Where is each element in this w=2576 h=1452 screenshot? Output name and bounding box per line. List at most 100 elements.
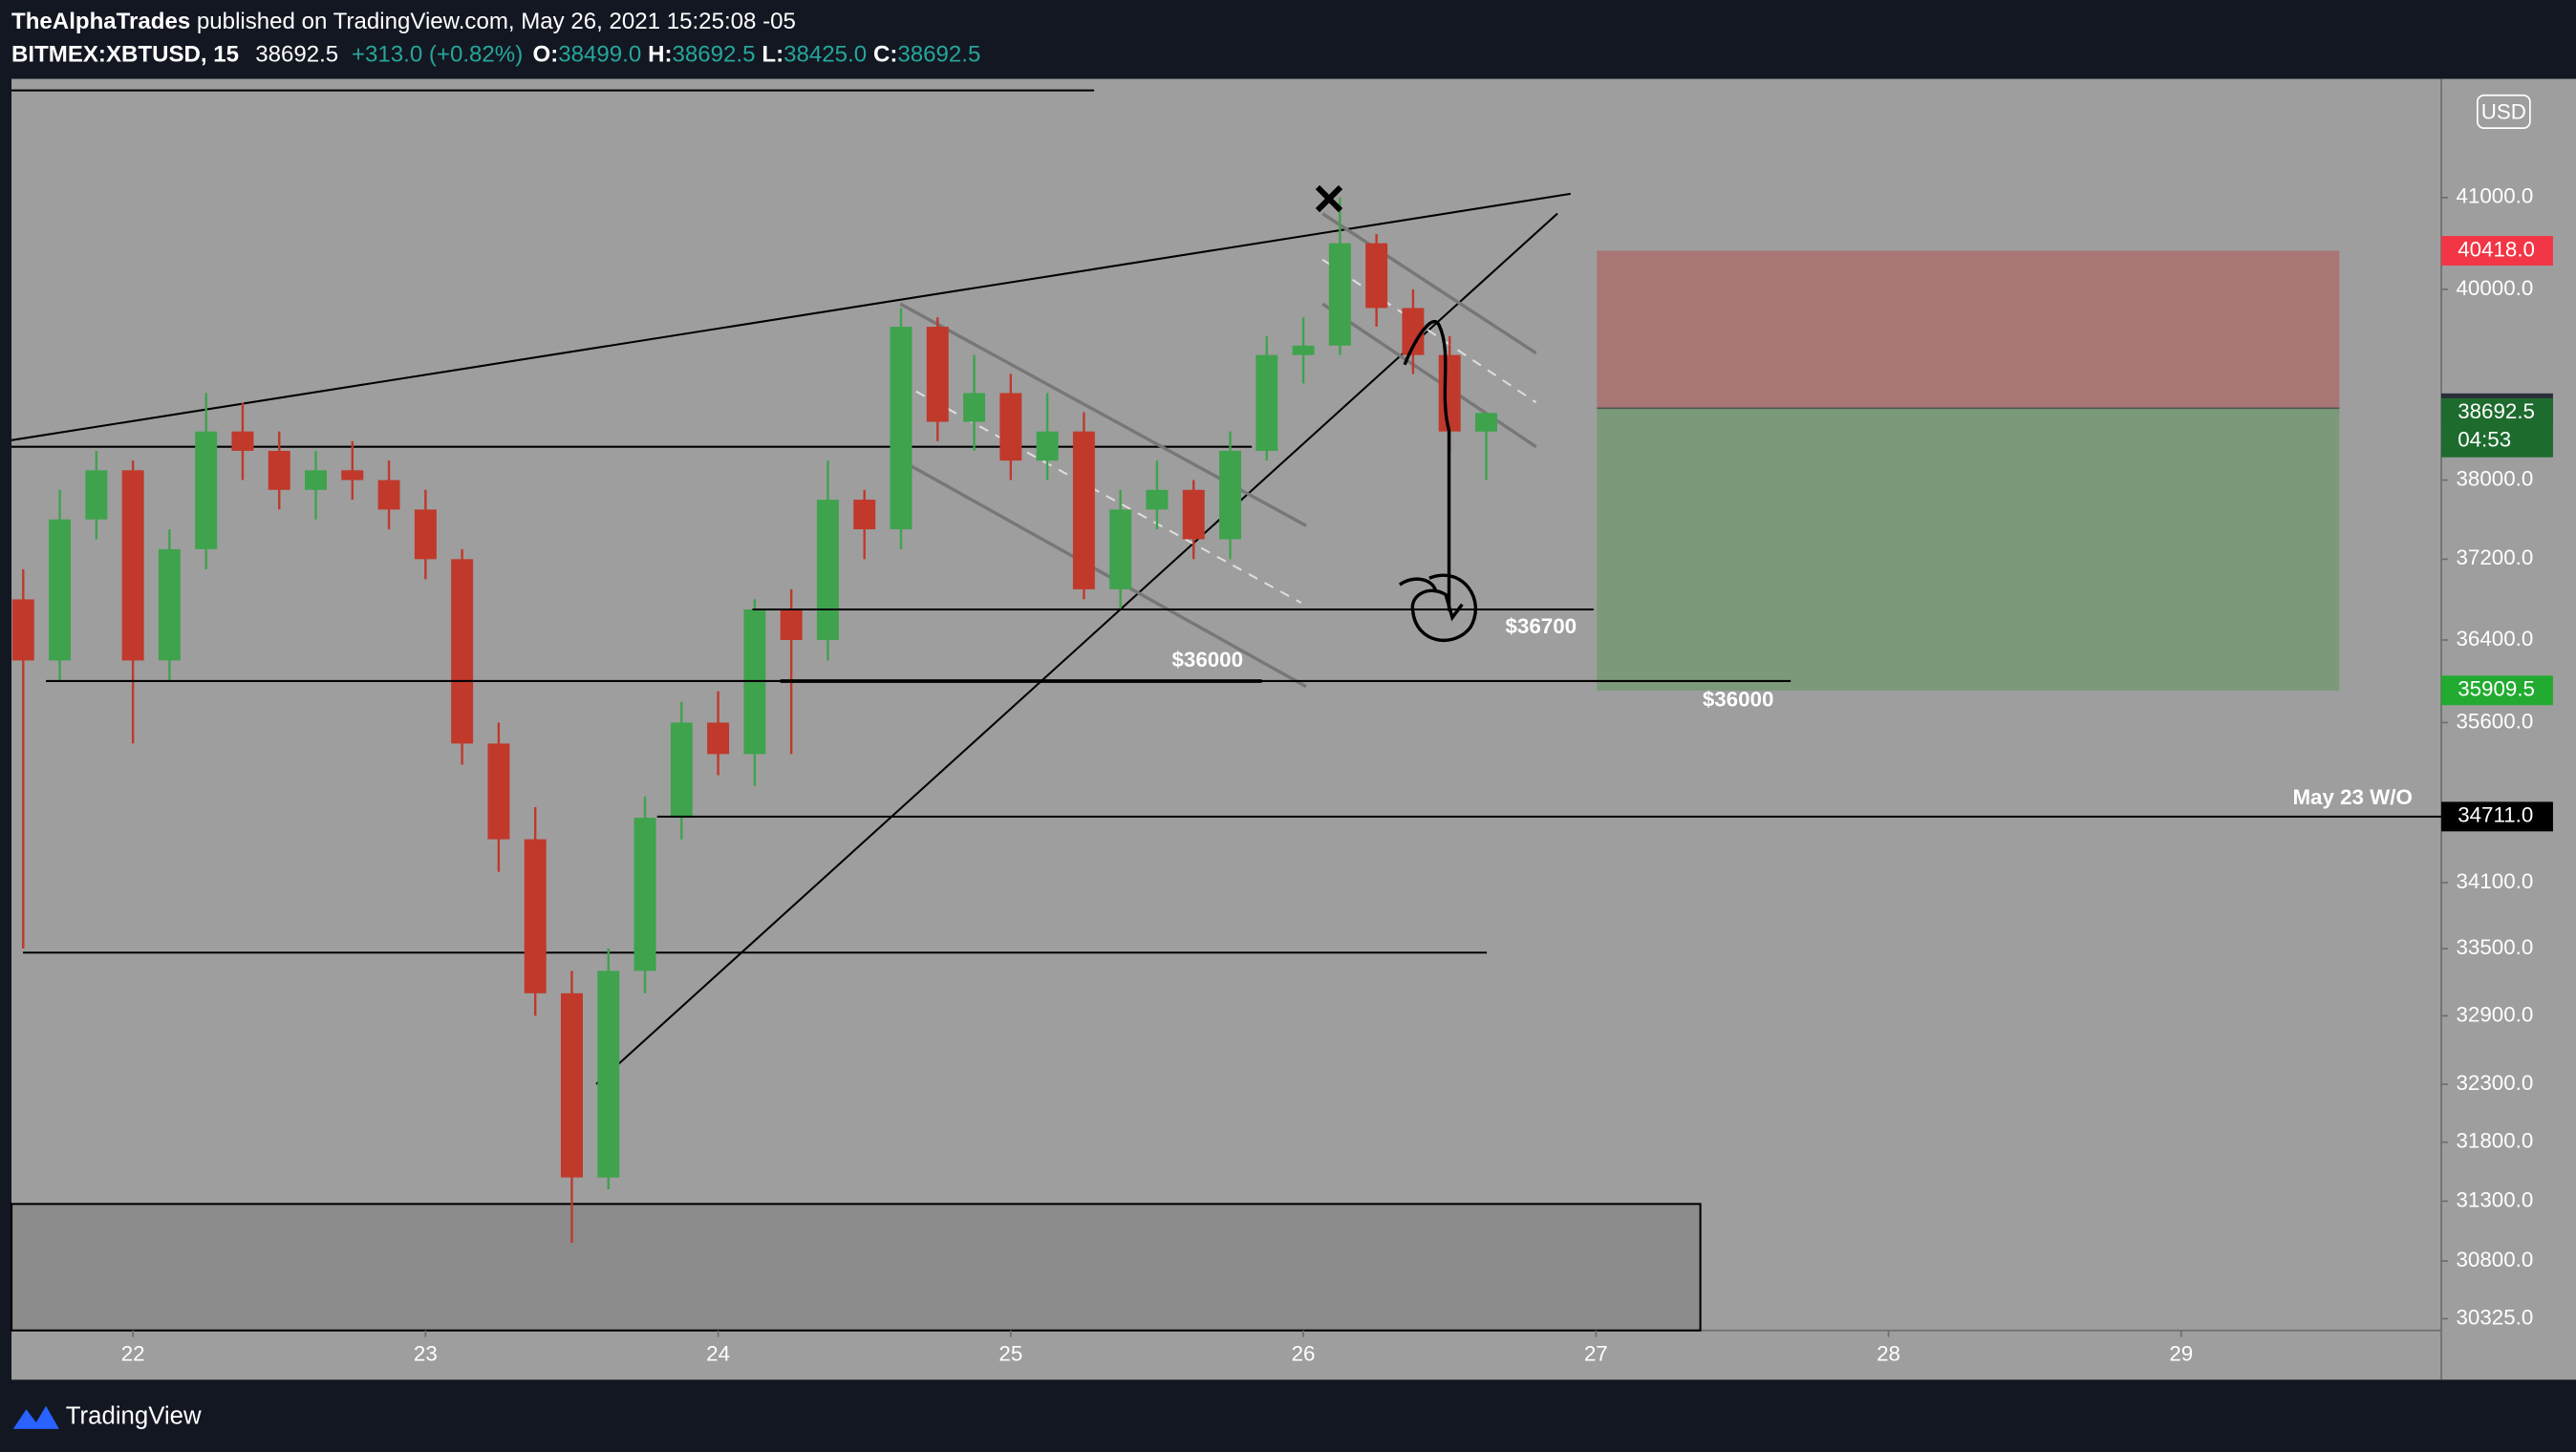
y-tick-label: 30800.0 (2456, 1248, 2533, 1271)
candle-body (1402, 308, 1425, 355)
annotation: $36000 (1171, 648, 1243, 672)
candle-body (1365, 243, 1388, 309)
candle-body (1438, 354, 1461, 432)
candle-body (85, 470, 108, 520)
candle-body (231, 431, 254, 451)
x-tick-label: 28 (1877, 1341, 1900, 1365)
symbol: BITMEX:XBTUSD, 15 (11, 42, 239, 68)
y-tick-label: 36400.0 (2456, 627, 2533, 651)
hand-drawing (1315, 184, 1477, 642)
position-box (1597, 250, 2340, 691)
candle-body (305, 470, 328, 490)
candle-body (1036, 431, 1059, 461)
stop-zone (1597, 250, 2340, 409)
x-tick-label: 29 (2169, 1341, 2193, 1365)
candle-body (1072, 431, 1095, 589)
candle-body (633, 818, 656, 972)
x-tick-label: 26 (1292, 1341, 1316, 1365)
logo (12, 1405, 59, 1429)
y-tick-label: 30325.0 (2456, 1305, 2533, 1329)
candle-body (158, 548, 181, 661)
ohlc-value: 38692.5 (897, 42, 980, 68)
candle-body (524, 839, 547, 993)
price-label-box (2441, 675, 2553, 706)
candle-body (1256, 354, 1278, 451)
logo-icon (12, 1405, 59, 1429)
candle-body (414, 509, 437, 560)
x-tick-label: 22 (121, 1341, 145, 1365)
candle-body (377, 480, 400, 510)
currency[interactable]: USD (2481, 100, 2526, 124)
ohlc-value: 38692.5 (673, 42, 756, 68)
candles (11, 197, 1497, 1244)
price-label-box (2441, 801, 2553, 832)
candle-body (963, 393, 986, 422)
y-tick-label: 35600.0 (2456, 709, 2533, 733)
y-tick-label: 32300.0 (2456, 1071, 2533, 1095)
symbol-line: BITMEX:XBTUSD, 15 38692.5 +313.0 (+0.82%) O… (11, 42, 980, 68)
drawings (11, 89, 1702, 1332)
price-label-box (2441, 236, 2553, 266)
arrow (1403, 320, 1451, 611)
y-tick-label: 31300.0 (2456, 1187, 2533, 1211)
candle-body (999, 393, 1022, 461)
y-tick-label: 33500.0 (2456, 935, 2533, 959)
channel-line (1321, 212, 1537, 355)
zone-box (11, 1203, 1702, 1332)
y-tick-label: 40000.0 (2456, 276, 2533, 300)
candle-body (707, 722, 730, 755)
candle-body (1219, 450, 1241, 540)
countdown: 04:53 (2458, 427, 2511, 451)
candle-body (890, 327, 912, 530)
candle-body (487, 743, 510, 840)
candle-body (670, 722, 693, 819)
target-zone (1597, 408, 2340, 691)
circle-mark (1398, 573, 1477, 642)
candle-body (926, 327, 949, 422)
ohlc-key: H: (648, 42, 672, 68)
change: +313.0 (+0.82%) (352, 42, 523, 68)
trend-line (11, 192, 1571, 441)
candle-body (597, 971, 620, 1178)
price-label: 38692.5 (2458, 399, 2535, 423)
candle-body (268, 450, 290, 490)
ohlc-key: O: (533, 42, 559, 68)
currency-button[interactable] (2476, 94, 2531, 130)
candle-body (1182, 489, 1205, 540)
y-tick-label: 31800.0 (2456, 1129, 2533, 1153)
ohlc-value: 38425.0 (784, 42, 867, 68)
ohlc-value: 38499.0 (558, 42, 641, 68)
candle-body (11, 599, 34, 661)
y-tick-label: 37200.0 (2456, 545, 2533, 569)
y-tick-label: 32900.0 (2456, 1002, 2533, 1026)
x-mark (1315, 184, 1343, 213)
publisher: TheAlphaTrades (11, 9, 190, 34)
y-tick-label: 41000.0 (2456, 184, 2533, 208)
candle-body (1474, 413, 1497, 432)
candle-body (560, 993, 583, 1178)
trend-line (595, 212, 1558, 1085)
y-tick-label: 34100.0 (2456, 869, 2533, 893)
candle-body (121, 470, 144, 661)
candle-body (341, 470, 364, 480)
x-tick-label: 25 (998, 1341, 1022, 1365)
candle-body (1146, 489, 1169, 510)
candle-body (1109, 509, 1132, 589)
candle-body (49, 519, 72, 661)
channel-mid (1321, 258, 1537, 404)
candle-body (853, 500, 876, 530)
published-text: published on TradingView.com, May 26, 20… (190, 9, 796, 34)
x-tick-label: 24 (706, 1341, 730, 1365)
price-label: 34711.0 (2458, 803, 2533, 827)
overlay: $36700 $36000 $36000 May 23 W/O (46, 608, 2442, 818)
price-label: 40418.0 (2458, 237, 2535, 261)
annotation: May 23 W/O (2292, 785, 2412, 809)
y-tick-label: 38000.0 (2456, 466, 2533, 490)
candle-body (1328, 243, 1351, 346)
ohlc-key: C: (873, 42, 897, 68)
candle-body (1292, 345, 1315, 355)
channel-line (899, 458, 1307, 689)
ohlc-key: L: (762, 42, 784, 68)
